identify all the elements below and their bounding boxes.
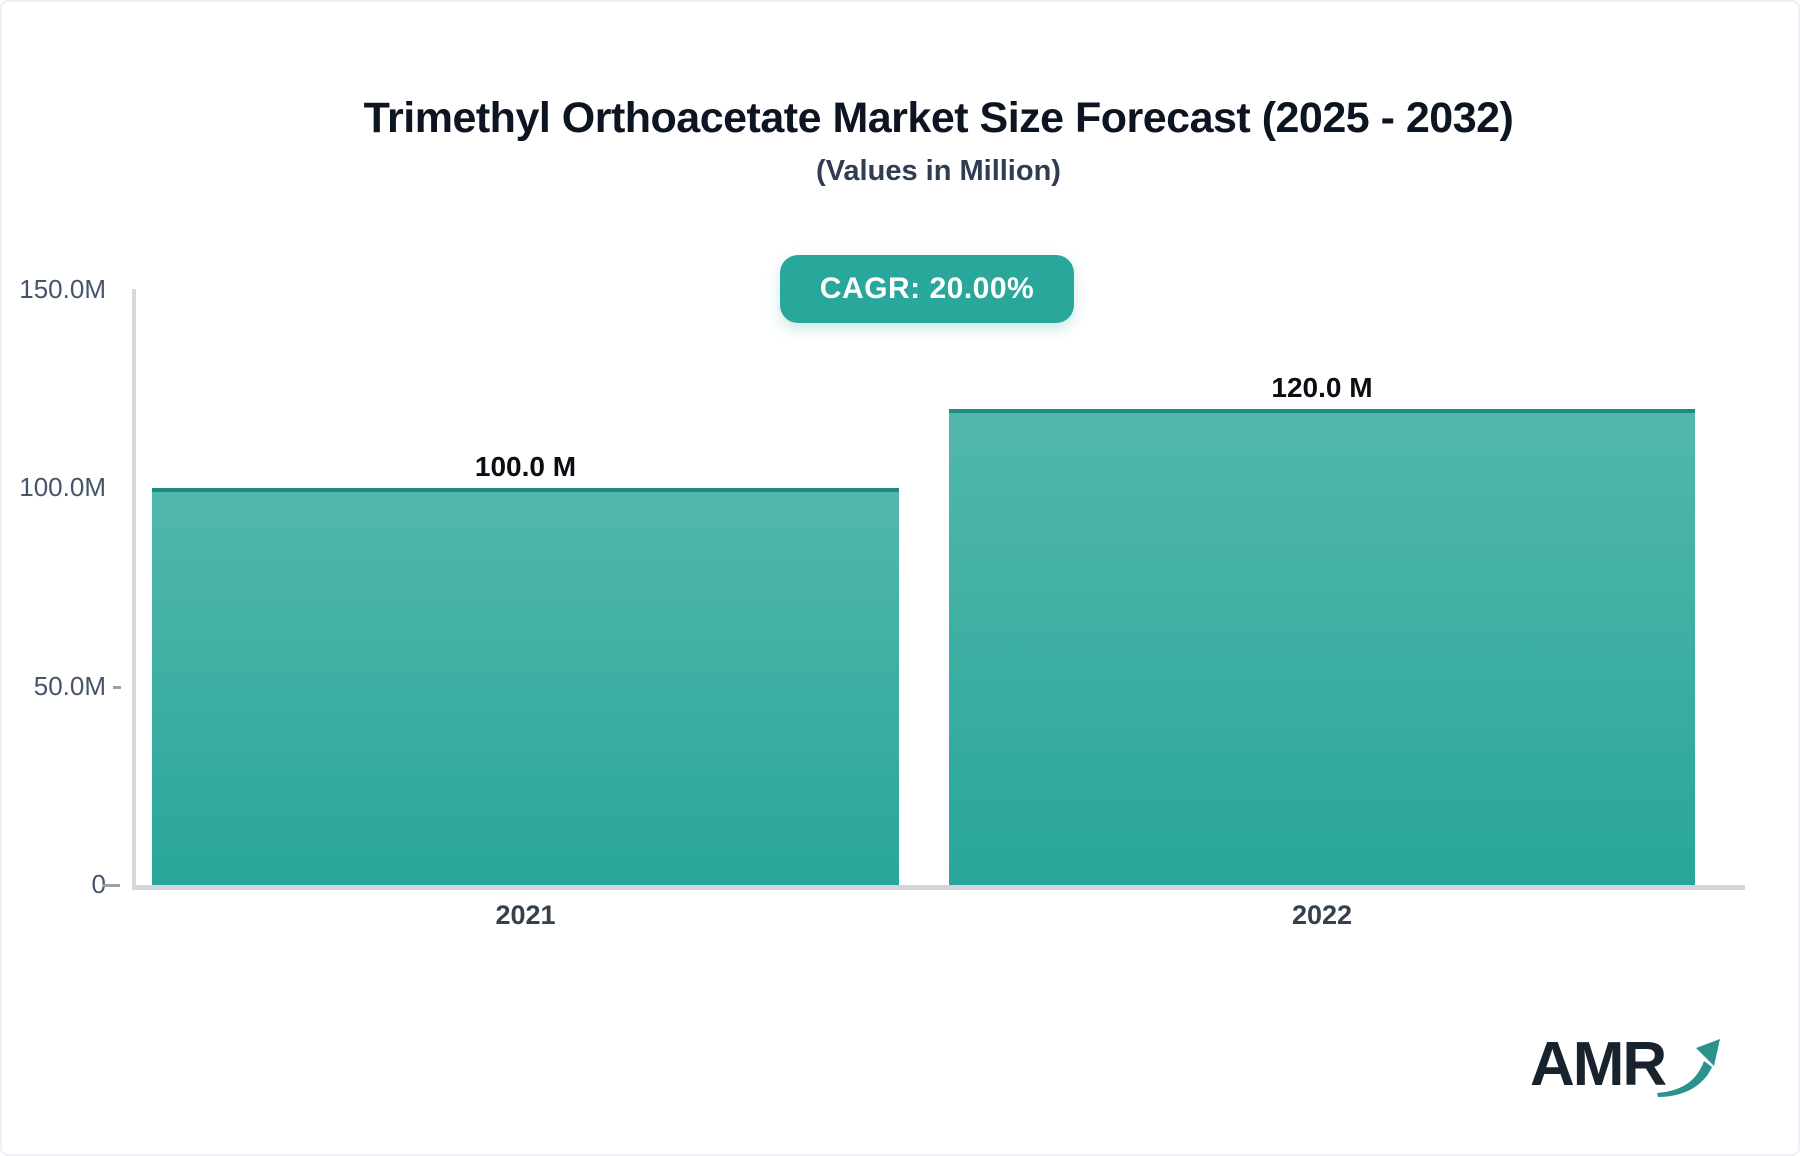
y-axis-tick-label: 50.0M	[33, 670, 106, 701]
y-axis-line	[132, 289, 136, 888]
amr-logo-text: AMR	[1530, 1030, 1667, 1099]
y-axis-tick-label: 0	[91, 869, 106, 899]
chart-subtitle: (Values in Million)	[816, 155, 1061, 187]
bar-2021[interactable]	[152, 488, 899, 885]
amr-logo: AMR	[1530, 1034, 1723, 1105]
bar-2022[interactable]	[949, 409, 1695, 885]
y-axis-tick-label: 100.0M	[19, 472, 106, 503]
bar-value-label: 120.0 M	[1271, 372, 1373, 403]
bar-value-label: 100.0 M	[474, 451, 577, 483]
y-axis-tick-mark	[103, 884, 120, 887]
y-axis-tick-mark	[113, 685, 121, 689]
chart-title: Trimethyl Orthoacetate Market Size Forec…	[363, 94, 1514, 142]
chart-header: Trimethyl Orthoacetate Market Size Forec…	[132, 94, 1745, 188]
cagr-badge: CAGR: 20.00%	[780, 255, 1074, 323]
x-axis-category-label: 2022	[1291, 900, 1353, 930]
x-axis-category-label: 2021	[495, 900, 556, 930]
cagr-badge-label: CAGR: 20.00%	[819, 272, 1035, 305]
y-axis-tick-label: 150.0M	[19, 274, 106, 304]
x-axis-baseline	[132, 885, 1745, 890]
trending-up-arrow-icon	[1657, 1036, 1723, 1105]
